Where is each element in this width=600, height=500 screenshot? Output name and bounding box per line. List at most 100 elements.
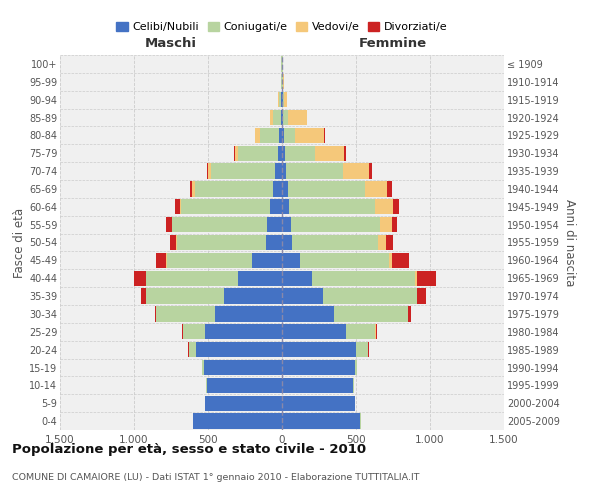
Bar: [408, 306, 411, 322]
Bar: [289, 199, 375, 214]
Bar: [282, 414, 361, 428]
Bar: [392, 217, 397, 232]
Bar: [194, 182, 273, 196]
Bar: [205, 396, 282, 411]
Bar: [288, 110, 307, 125]
Bar: [378, 235, 386, 250]
Bar: [202, 360, 203, 375]
Bar: [288, 182, 365, 196]
Bar: [344, 146, 346, 161]
Bar: [273, 182, 282, 196]
Bar: [270, 199, 282, 214]
Bar: [283, 92, 284, 107]
Bar: [193, 182, 194, 196]
Bar: [238, 146, 278, 161]
Bar: [273, 110, 281, 125]
Bar: [155, 306, 156, 322]
Text: Femmine: Femmine: [359, 36, 427, 50]
Bar: [392, 253, 409, 268]
Bar: [283, 110, 288, 125]
Bar: [282, 199, 289, 214]
Bar: [156, 253, 166, 268]
Bar: [386, 235, 393, 250]
Bar: [234, 146, 235, 161]
Bar: [282, 253, 300, 268]
Bar: [281, 92, 282, 107]
Bar: [282, 92, 283, 107]
Bar: [180, 199, 181, 214]
Bar: [282, 306, 334, 322]
Bar: [282, 164, 286, 178]
Bar: [370, 164, 372, 178]
Bar: [266, 235, 282, 250]
Bar: [314, 146, 344, 161]
Legend: Celibi/Nubili, Coniugati/e, Vedovi/e, Divorziati/e: Celibi/Nubili, Coniugati/e, Vedovi/e, Di…: [112, 18, 452, 37]
Bar: [235, 146, 238, 161]
Text: Popolazione per età, sesso e stato civile - 2010: Popolazione per età, sesso e stato civil…: [12, 442, 366, 456]
Bar: [387, 182, 392, 196]
Bar: [224, 288, 282, 304]
Bar: [211, 164, 275, 178]
Bar: [418, 288, 426, 304]
Bar: [172, 217, 267, 232]
Text: COMUNE DI CAMAIORE (LU) - Dati ISTAT 1° gennaio 2010 - Elaborazione TUTTITALIA.I: COMUNE DI CAMAIORE (LU) - Dati ISTAT 1° …: [12, 472, 419, 482]
Bar: [282, 324, 346, 340]
Bar: [282, 378, 353, 393]
Bar: [278, 146, 282, 161]
Bar: [285, 146, 314, 161]
Bar: [206, 378, 282, 393]
Bar: [334, 306, 408, 322]
Bar: [141, 288, 146, 304]
Bar: [146, 288, 224, 304]
Text: Maschi: Maschi: [145, 36, 197, 50]
Bar: [416, 270, 436, 286]
Bar: [284, 128, 295, 143]
Bar: [286, 164, 343, 178]
Bar: [311, 270, 415, 286]
Bar: [275, 164, 282, 178]
Bar: [291, 217, 380, 232]
Bar: [376, 324, 377, 340]
Bar: [270, 110, 273, 125]
Bar: [282, 182, 288, 196]
Bar: [368, 342, 369, 357]
Bar: [365, 182, 387, 196]
Bar: [175, 199, 180, 214]
Bar: [134, 270, 146, 286]
Bar: [146, 270, 238, 286]
Bar: [156, 306, 215, 322]
Bar: [416, 288, 418, 304]
Bar: [282, 288, 323, 304]
Bar: [355, 360, 358, 375]
Bar: [279, 92, 281, 107]
Bar: [189, 342, 196, 357]
Bar: [203, 360, 282, 375]
Bar: [282, 342, 356, 357]
Bar: [323, 288, 416, 304]
Bar: [279, 128, 282, 143]
Bar: [282, 270, 311, 286]
Bar: [170, 235, 176, 250]
Bar: [278, 92, 279, 107]
Bar: [300, 253, 389, 268]
Bar: [193, 414, 282, 428]
Bar: [284, 92, 287, 107]
Bar: [260, 128, 279, 143]
Bar: [176, 235, 177, 250]
Bar: [183, 324, 205, 340]
Bar: [295, 128, 324, 143]
Bar: [282, 396, 355, 411]
Bar: [208, 164, 211, 178]
Y-axis label: Anni di nascita: Anni di nascita: [563, 199, 577, 286]
Bar: [281, 110, 282, 125]
Bar: [343, 164, 370, 178]
Bar: [415, 270, 416, 286]
Bar: [375, 199, 393, 214]
Bar: [190, 182, 193, 196]
Bar: [282, 128, 284, 143]
Bar: [238, 270, 282, 286]
Bar: [353, 378, 354, 393]
Bar: [267, 217, 282, 232]
Bar: [166, 217, 172, 232]
Bar: [282, 110, 283, 125]
